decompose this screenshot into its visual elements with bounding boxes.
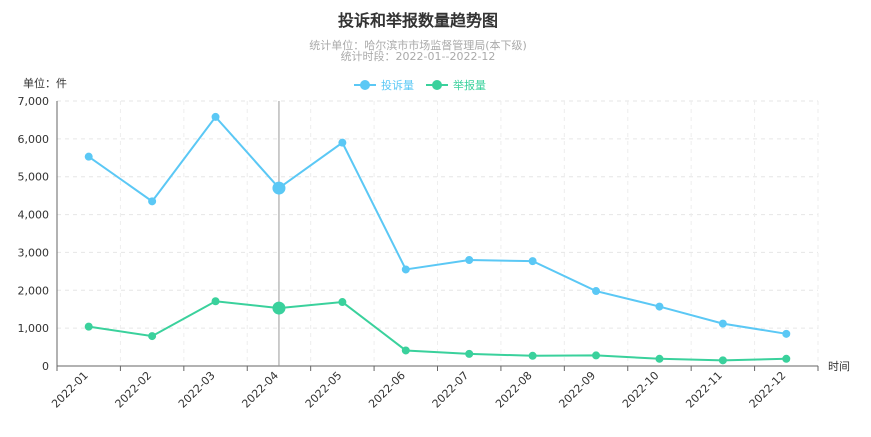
legend-marker-2[interactable] xyxy=(432,80,442,90)
data-point-series-1[interactable] xyxy=(592,287,601,296)
legend-label-1[interactable]: 投诉量 xyxy=(381,78,414,92)
data-point-series-1[interactable] xyxy=(211,112,220,121)
data-point-series-2[interactable] xyxy=(338,298,347,307)
data-point-series-1[interactable] xyxy=(528,257,537,266)
y-tick-label: 5,000 xyxy=(18,171,50,184)
data-point-series-2[interactable] xyxy=(465,349,474,358)
y-tick-label: 6,000 xyxy=(18,133,50,146)
y-tick-label: 0 xyxy=(42,360,49,373)
legend-marker-1[interactable] xyxy=(360,80,370,90)
x-tick-label: 2022-06 xyxy=(366,369,408,411)
x-tick-label: 2022-09 xyxy=(556,369,598,411)
y-tick-label: 2,000 xyxy=(18,284,50,297)
chart-subtitle-line-2: 统计时段：2022-01--2022-12 xyxy=(341,49,496,63)
x-tick-label: 2022-10 xyxy=(620,369,662,411)
x-tick-label: 2022-08 xyxy=(493,369,535,411)
data-point-series-1[interactable] xyxy=(718,319,727,328)
series-line-2[interactable] xyxy=(88,300,787,362)
x-tick-label: 2022-01 xyxy=(49,369,91,411)
y-tick-label: 7,000 xyxy=(18,95,50,108)
data-point-series-2[interactable] xyxy=(272,301,286,315)
data-point-series-1[interactable] xyxy=(148,197,157,206)
legend[interactable]: 投诉量 举报量 xyxy=(354,78,486,92)
data-point-series-2[interactable] xyxy=(148,332,157,341)
y-tick-label: 4,000 xyxy=(18,209,50,222)
data-point-series-1[interactable] xyxy=(84,152,93,161)
data-point-series-1[interactable] xyxy=(782,329,791,338)
data-point-series-1[interactable] xyxy=(655,302,664,311)
x-tick-label: 2022-02 xyxy=(113,369,155,411)
grid xyxy=(57,100,819,366)
x-tick-label: 2022-12 xyxy=(747,369,789,411)
x-tick-label: 2022-03 xyxy=(176,369,218,411)
data-point-series-2[interactable] xyxy=(718,356,727,365)
data-point-series-1[interactable] xyxy=(272,181,286,195)
data-point-series-2[interactable] xyxy=(401,346,410,355)
x-tick-label: 2022-07 xyxy=(430,369,472,411)
x-axis-label: 时间 xyxy=(828,360,850,373)
x-tick-label: 2022-04 xyxy=(239,369,281,411)
data-point-series-2[interactable] xyxy=(84,322,93,331)
data-point-series-2[interactable] xyxy=(528,351,537,360)
series-line-1[interactable] xyxy=(88,115,787,335)
data-point-series-2[interactable] xyxy=(592,351,601,360)
data-point-series-2[interactable] xyxy=(211,297,220,306)
data-point-series-2[interactable] xyxy=(782,354,791,363)
chart-subtitle-line-1: 统计单位：哈尔滨市市场监督管理局(本下级) xyxy=(309,38,527,52)
x-tick-label: 2022-05 xyxy=(303,369,345,411)
y-tick-label: 1,000 xyxy=(18,322,50,335)
series-group[interactable] xyxy=(84,112,791,365)
data-point-series-1[interactable] xyxy=(401,265,410,274)
data-point-series-2[interactable] xyxy=(655,354,664,363)
legend-label-2[interactable]: 举报量 xyxy=(453,78,486,92)
chart-title: 投诉和举报数量趋势图 xyxy=(338,11,498,30)
data-point-series-1[interactable] xyxy=(465,256,474,264)
y-tick-label: 3,000 xyxy=(18,246,50,259)
y-axis-label: 单位：件 xyxy=(23,76,67,90)
data-point-series-1[interactable] xyxy=(338,138,347,147)
x-tick-label: 2022-11 xyxy=(683,369,725,411)
